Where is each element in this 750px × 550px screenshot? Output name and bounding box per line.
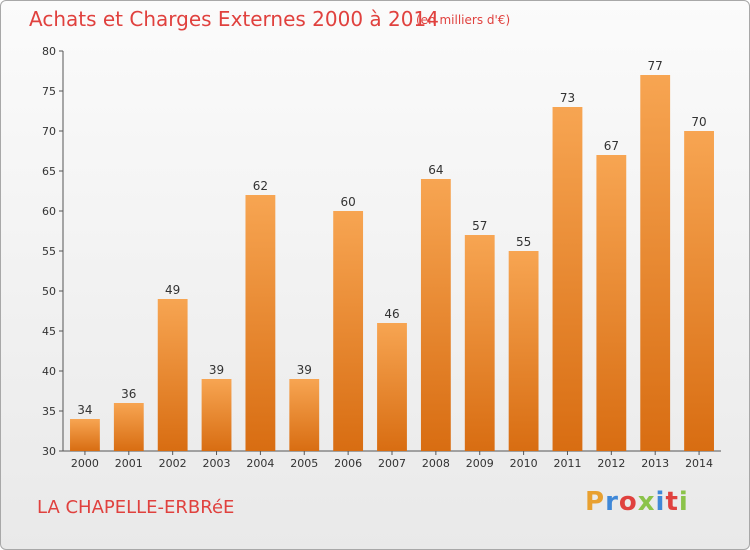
x-tick-label-2014: 2014 bbox=[685, 457, 713, 470]
value-label-2000: 34 bbox=[77, 403, 92, 417]
chart-subtitle: (en milliers d'€) bbox=[416, 13, 511, 27]
value-label-2004: 62 bbox=[253, 179, 268, 193]
value-label-2008: 64 bbox=[428, 163, 443, 177]
bar-2002 bbox=[157, 299, 188, 451]
value-label-2014: 70 bbox=[691, 115, 706, 129]
value-label-2005: 39 bbox=[297, 363, 312, 377]
x-tick-label-2002: 2002 bbox=[159, 457, 187, 470]
bar-2014 bbox=[684, 131, 714, 451]
value-label-2012: 67 bbox=[604, 139, 619, 153]
x-tick-label-2003: 2003 bbox=[203, 457, 231, 470]
logo-letter: t bbox=[665, 487, 679, 517]
bar-2003 bbox=[201, 379, 232, 451]
bar-2004 bbox=[245, 195, 276, 451]
x-tick-label-2007: 2007 bbox=[378, 457, 406, 470]
x-tick-label-2011: 2011 bbox=[553, 457, 581, 470]
bar-2010 bbox=[508, 251, 539, 451]
value-label-2002: 49 bbox=[165, 283, 180, 297]
bar-2006 bbox=[333, 211, 364, 451]
value-label-2010: 55 bbox=[516, 235, 531, 249]
y-tick-label: 35 bbox=[42, 405, 56, 418]
y-tick-label: 30 bbox=[42, 445, 56, 458]
bar-2012 bbox=[596, 155, 627, 451]
chart-title: Achats et Charges Externes 2000 à 2014 bbox=[29, 7, 439, 31]
bar-2000 bbox=[70, 419, 100, 451]
y-tick-label: 40 bbox=[42, 365, 56, 378]
logo-letter: P bbox=[585, 487, 606, 517]
logo-letter: i bbox=[655, 487, 666, 517]
x-tick-label-2000: 2000 bbox=[71, 457, 99, 470]
x-tick-label-2012: 2012 bbox=[597, 457, 625, 470]
x-tick-label-2006: 2006 bbox=[334, 457, 362, 470]
x-tick-label-2008: 2008 bbox=[422, 457, 450, 470]
value-label-2011: 73 bbox=[560, 91, 575, 105]
logo-letter: i bbox=[678, 487, 689, 517]
y-tick-label: 45 bbox=[42, 325, 56, 338]
value-label-2001: 36 bbox=[121, 387, 136, 401]
x-tick-label-2005: 2005 bbox=[290, 457, 318, 470]
bar-2008 bbox=[420, 179, 451, 451]
proxiti-logo[interactable]: Proxiti bbox=[585, 487, 689, 517]
value-label-2006: 60 bbox=[340, 195, 355, 209]
y-tick-label: 80 bbox=[42, 45, 56, 58]
y-tick-label: 65 bbox=[42, 165, 56, 178]
x-tick-label-2009: 2009 bbox=[466, 457, 494, 470]
y-tick-label: 75 bbox=[42, 85, 56, 98]
y-tick-label: 50 bbox=[42, 285, 56, 298]
x-tick-label-2004: 2004 bbox=[246, 457, 274, 470]
logo-letter: o bbox=[618, 487, 638, 517]
bar-2005 bbox=[289, 379, 320, 451]
value-label-2003: 39 bbox=[209, 363, 224, 377]
place-name: LA CHAPELLE-ERBRéE bbox=[37, 497, 235, 518]
bar-2001 bbox=[113, 403, 144, 451]
value-label-2009: 57 bbox=[472, 219, 487, 233]
y-tick-label: 60 bbox=[42, 205, 56, 218]
y-tick-label: 55 bbox=[42, 245, 56, 258]
x-tick-label-2010: 2010 bbox=[510, 457, 538, 470]
value-label-2007: 46 bbox=[384, 307, 399, 321]
bar-2011 bbox=[552, 107, 583, 451]
bar-2009 bbox=[464, 235, 495, 451]
bar-2013 bbox=[640, 75, 671, 451]
y-tick-label: 70 bbox=[42, 125, 56, 138]
logo-letter: x bbox=[637, 487, 656, 517]
logo-letter: r bbox=[605, 487, 619, 517]
bar-2007 bbox=[377, 323, 407, 451]
x-tick-label-2001: 2001 bbox=[115, 457, 143, 470]
value-label-2013: 77 bbox=[648, 59, 663, 73]
x-tick-label-2013: 2013 bbox=[641, 457, 669, 470]
